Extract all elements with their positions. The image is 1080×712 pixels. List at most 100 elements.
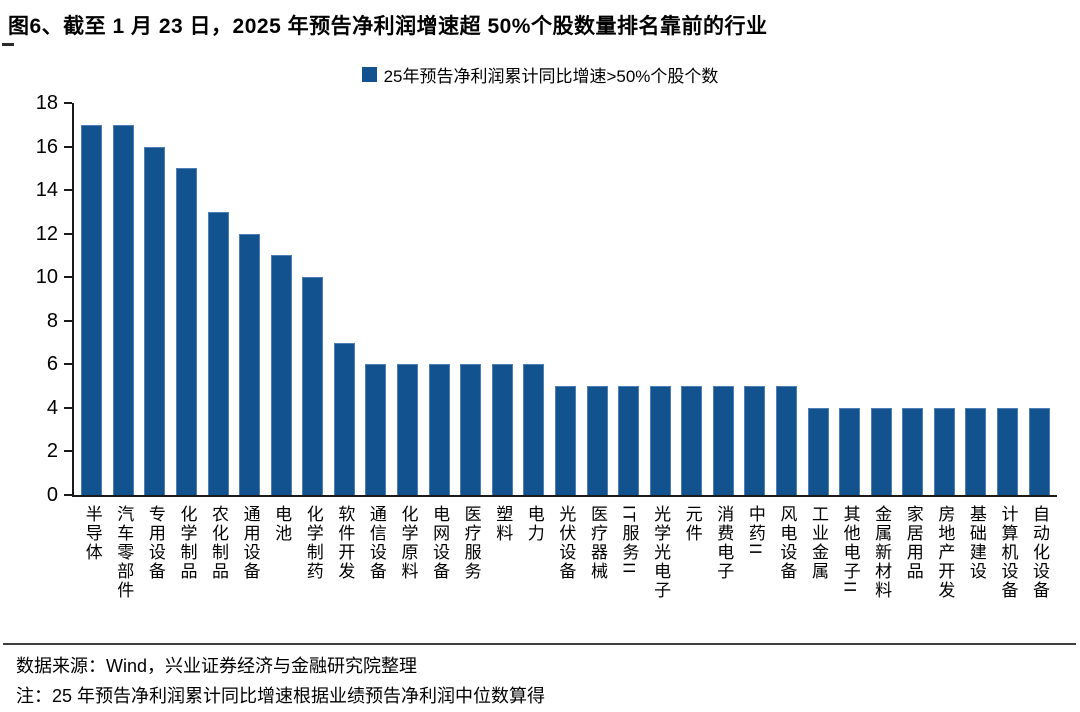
bar [649,386,671,495]
bar [112,124,134,495]
bar [933,407,955,495]
x-axis-label: 风电设备 [777,505,797,581]
bar-cell [171,103,203,495]
x-label-cell: 汽车零部件 [108,505,140,600]
bar [365,364,387,495]
y-tick-mark [64,450,72,453]
x-axis-label: 医疗服务 [461,505,481,581]
x-axis-label: 半导体 [82,505,102,562]
y-tick-label: 8 [46,309,58,332]
x-label-cell: 专用设备 [139,505,171,600]
bar-cell [455,103,487,495]
x-label-cell: 光伏设备 [550,505,582,600]
bar-cell [708,103,740,495]
bar [239,233,261,495]
bar-cell [518,103,550,495]
x-label-cell: 自动化设备 [1023,505,1055,600]
x-label-cell: 半导体 [76,505,108,600]
bar [776,386,797,495]
x-label-cell: 化学原料 [392,505,424,600]
x-axis-label: 计算机设备 [998,505,1018,600]
x-label-cell: 医疗器械 [581,505,613,600]
y-tick-mark [64,319,72,322]
x-axis-label: 农化制品 [209,505,229,581]
bar [333,342,355,495]
x-label-cell: 金属新材料 [865,505,897,600]
bar [460,364,482,495]
x-label-cell: 电池 [265,505,297,600]
x-label-cell: 软件开发 [329,505,361,600]
x-label-cell: 消费电子 [708,505,740,600]
bar [997,407,1019,495]
x-label-cell: 塑料 [487,505,519,600]
bar [554,386,576,495]
x-axis-label: 电网设备 [430,505,450,581]
bar [965,407,987,495]
bar-cell [234,103,266,495]
x-label-cell: 基础建设 [960,505,992,600]
bar-cell [76,103,108,495]
bar-cell [139,103,171,495]
bar [902,407,924,495]
y-tick-label: 4 [46,396,58,419]
bar [428,364,450,495]
bar-cell [802,103,834,495]
y-tick-label: 0 [46,484,58,506]
bar [144,146,166,495]
x-axis-label: 光学光电子 [651,505,671,600]
y-tick-mark [64,406,72,409]
bar-cell [108,103,140,495]
bar [586,386,608,495]
x-axis-label: 工业金属 [809,505,828,581]
y-tick-label: 10 [35,266,58,289]
y-tick-label: 2 [46,440,58,463]
x-label-cell: 电网设备 [423,505,455,600]
bar-cell [581,103,613,495]
bar-cell [613,103,645,495]
bar-cell [360,103,392,495]
x-axis-label: 中药II [745,505,765,557]
x-axis-label: IT服务II [619,505,639,576]
x-label-cell: 医疗服务 [455,505,487,600]
x-label-cell: 工业金属 [802,505,834,600]
x-axis-label: 电力 [524,505,544,543]
x-axis-label: 医疗器械 [587,505,607,581]
bar-cell [202,103,234,495]
bar-cell [676,103,708,495]
x-axis-label: 化学原料 [398,505,418,581]
x-axis-label: 软件开发 [335,505,355,581]
bar-cell [992,103,1024,495]
bar [1028,407,1050,495]
bar-cell [550,103,582,495]
bar [270,255,292,495]
bar-cell [771,103,803,495]
x-axis-label: 其他电子II [840,505,860,595]
x-label-cell: 光学光电子 [644,505,676,600]
x-label-cell: 其他电子II [834,505,866,600]
x-label-cell: 化学制品 [171,505,203,600]
y-tick-mark [64,232,72,235]
x-label-cell: 房地产开发 [929,505,961,600]
y-tick-mark [64,189,72,192]
bar [491,364,513,495]
chart-title: 图6、截至 1 月 23 日，2025 年预告净利润增速超 50%个股数量排名靠… [8,15,768,38]
title-dash-decoration [2,43,14,46]
x-axis-label: 化学制品 [177,505,197,581]
x-label-cell: 化学制药 [297,505,329,600]
x-axis-label: 通信设备 [366,505,386,581]
bar [618,386,640,495]
x-axis-label: 基础建设 [966,505,986,581]
y-tick-label: 18 [35,92,58,114]
x-axis-label: 化学制药 [303,505,323,581]
x-label-cell: 通信设备 [360,505,392,600]
x-label-cell: 中药II [739,505,771,600]
x-axis-label: 电池 [272,505,292,543]
legend-label: 25年预告净利润累计同比增速>50%个股个数 [383,67,719,86]
x-axis-label: 家居用品 [903,505,923,581]
x-label-cell: 电力 [518,505,550,600]
x-axis-label: 房地产开发 [935,505,955,600]
bar-cell [960,103,992,495]
bar [81,124,103,495]
y-tick-mark [64,276,72,279]
bar [397,364,419,495]
